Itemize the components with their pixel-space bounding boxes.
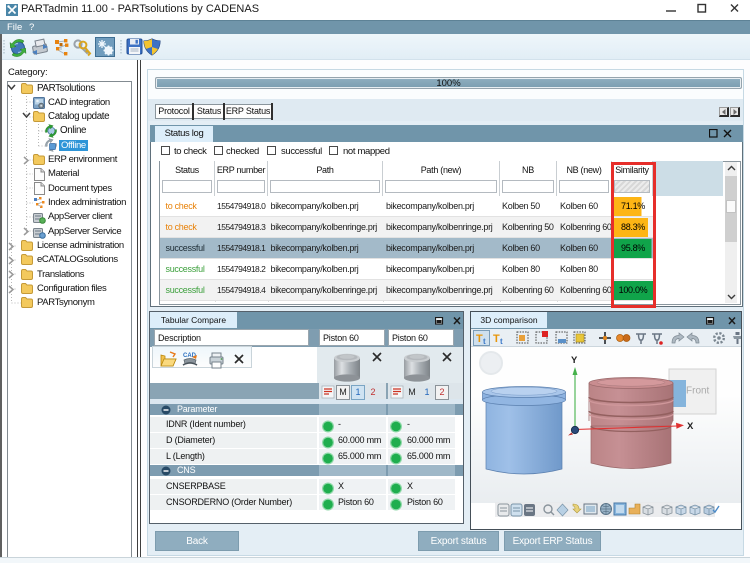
svg-text:X: X [687, 421, 694, 432]
svg-text:Front: Front [686, 386, 710, 397]
svg-text:T: T [476, 333, 483, 345]
svg-text:T: T [493, 333, 500, 345]
svg-text:t: t [483, 337, 486, 346]
svg-text:CAD: CAD [183, 353, 197, 359]
svg-text:Y: Y [571, 355, 578, 366]
svg-text:t: t [500, 337, 503, 346]
